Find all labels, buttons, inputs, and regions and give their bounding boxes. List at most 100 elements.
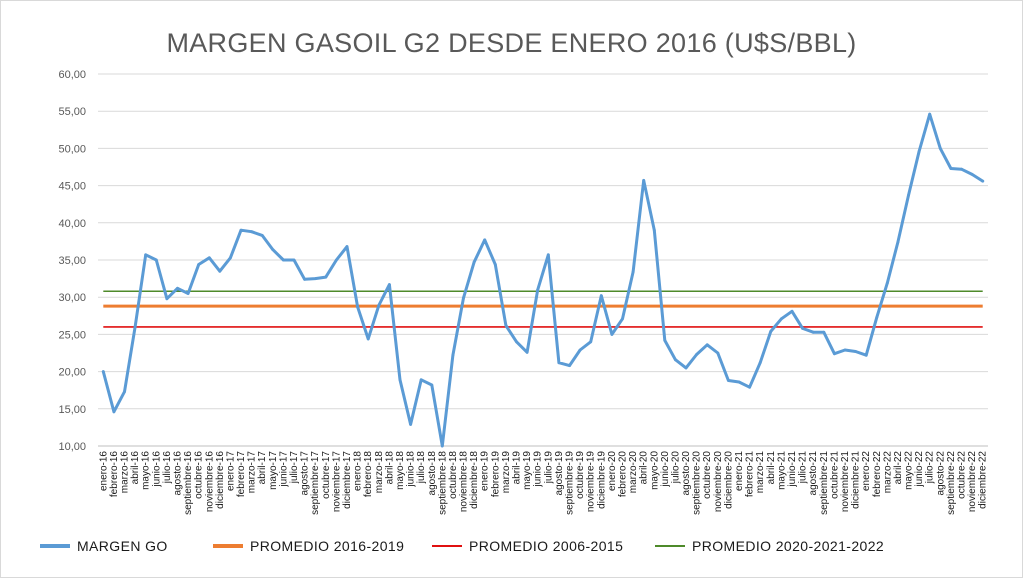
data-point xyxy=(430,383,434,387)
x-tick-label: junio-21 xyxy=(787,451,798,488)
x-tick-label: mayo-22 xyxy=(904,451,915,490)
x-tick-label: julio-16 xyxy=(162,451,173,485)
data-point xyxy=(366,337,370,341)
data-point xyxy=(176,286,179,290)
data-point xyxy=(292,258,296,262)
x-tick-label: agosto-20 xyxy=(681,451,692,496)
x-tick-label: abril-20 xyxy=(639,451,650,485)
x-tick-label: marzo-21 xyxy=(755,451,766,494)
data-point xyxy=(557,361,561,365)
data-point xyxy=(282,258,285,262)
data-point xyxy=(780,317,783,321)
data-point xyxy=(748,385,751,389)
data-point xyxy=(525,350,529,354)
data-point xyxy=(165,297,169,301)
x-tick-label: septiembre-17 xyxy=(310,451,321,515)
x-tick-label: mayo-20 xyxy=(649,451,660,490)
x-tick-label: diciembre-19 xyxy=(596,451,607,509)
x-tick-label: octubre-20 xyxy=(702,451,713,499)
data-point xyxy=(472,260,476,264)
x-tick-label: febrero-21 xyxy=(745,451,756,498)
gridlines xyxy=(98,73,988,447)
x-tick-label: mayo-16 xyxy=(141,451,152,490)
x-tick-label: mayo-21 xyxy=(776,451,787,490)
x-tick-label: febrero-17 xyxy=(236,451,247,498)
x-tick-label: febrero-19 xyxy=(490,451,501,498)
data-point xyxy=(123,390,126,394)
x-tick-label: octubre-18 xyxy=(448,451,459,499)
data-point xyxy=(790,309,794,313)
y-tick-label: 40,00 xyxy=(58,218,86,230)
data-point xyxy=(504,324,508,327)
x-tick-label: junio-16 xyxy=(151,451,162,488)
data-point xyxy=(642,179,646,182)
x-tick-label: noviembre-18 xyxy=(459,451,470,513)
data-point xyxy=(589,340,593,344)
x-tick-label: enero-18 xyxy=(353,451,364,491)
data-point xyxy=(631,270,635,274)
x-tick-label: abril-17 xyxy=(257,451,268,485)
data-series xyxy=(101,112,985,448)
data-point xyxy=(599,294,603,298)
x-tick-label: febrero-16 xyxy=(109,451,120,498)
x-tick-label: diciembre-18 xyxy=(469,451,480,509)
data-point xyxy=(154,258,158,262)
data-point xyxy=(483,238,487,242)
x-tick-label: julio-21 xyxy=(798,451,809,485)
data-point xyxy=(822,330,826,334)
data-point xyxy=(197,263,201,266)
x-tick-label: agosto-18 xyxy=(427,451,438,496)
legend-label: PROMEDIO 2006-2015 xyxy=(469,538,623,554)
data-point xyxy=(970,173,974,176)
data-point xyxy=(801,327,804,330)
data-point xyxy=(716,351,720,355)
data-point xyxy=(960,167,963,171)
x-tick-label: junio-18 xyxy=(406,451,417,488)
y-axis: 10,00 15,00 20,00 25,00 30,00 35,00 40,00 45,00… xyxy=(58,69,86,453)
x-tick-label: febrero-18 xyxy=(363,451,374,498)
data-point xyxy=(419,378,423,382)
data-point xyxy=(388,283,391,286)
data-point xyxy=(440,444,444,448)
legend-label: PROMEDIO 2016-2019 xyxy=(250,538,404,554)
data-point xyxy=(546,253,550,257)
data-point xyxy=(854,350,857,353)
data-point xyxy=(928,112,932,116)
data-point xyxy=(578,348,582,352)
legend: MARGEN GO PROMEDIO 2016-2019 PROMEDIO 2006… xyxy=(40,538,884,554)
x-tick-label: agosto-16 xyxy=(172,451,183,496)
x-axis: enero-16 febrero-16 marzo-16 abril-16 mayo-1… xyxy=(98,445,989,515)
x-tick-label: septiembre-16 xyxy=(183,451,194,515)
x-tick-label: noviembre-22 xyxy=(967,451,978,513)
x-tick-label: julio-20 xyxy=(670,451,681,485)
y-tick-label: 55,00 xyxy=(58,106,86,118)
x-tick-label: junio-20 xyxy=(660,451,671,488)
x-tick-label: marzo-22 xyxy=(882,451,893,494)
x-tick-label: octubre-22 xyxy=(957,451,968,499)
y-tick-label: 20,00 xyxy=(58,367,86,379)
x-tick-label: junio-17 xyxy=(278,451,289,488)
x-tick-label: diciembre-20 xyxy=(723,451,734,509)
data-point xyxy=(568,364,571,367)
x-tick-label: octubre-17 xyxy=(321,451,332,499)
x-tick-label: septiembre-20 xyxy=(692,451,703,515)
x-tick-label: septiembre-18 xyxy=(437,451,448,515)
x-tick-label: octubre-16 xyxy=(194,451,205,499)
data-point xyxy=(769,330,773,333)
x-tick-label: febrero-22 xyxy=(872,451,883,498)
y-tick-label: 50,00 xyxy=(58,143,86,155)
x-tick-label: diciembre-17 xyxy=(342,451,353,509)
data-point xyxy=(303,277,306,281)
data-point xyxy=(896,240,900,244)
x-tick-label: octubre-19 xyxy=(575,451,586,499)
x-tick-label: enero-16 xyxy=(98,451,109,491)
series-line xyxy=(101,112,985,448)
x-tick-label: diciembre-16 xyxy=(215,451,226,509)
data-point xyxy=(684,366,688,370)
y-tick-label: 15,00 xyxy=(58,404,86,416)
data-point xyxy=(409,423,412,426)
y-tick-label: 30,00 xyxy=(58,292,86,304)
x-tick-label: enero-19 xyxy=(480,451,491,491)
data-point xyxy=(493,263,497,266)
x-tick-label: febrero-20 xyxy=(617,451,628,498)
